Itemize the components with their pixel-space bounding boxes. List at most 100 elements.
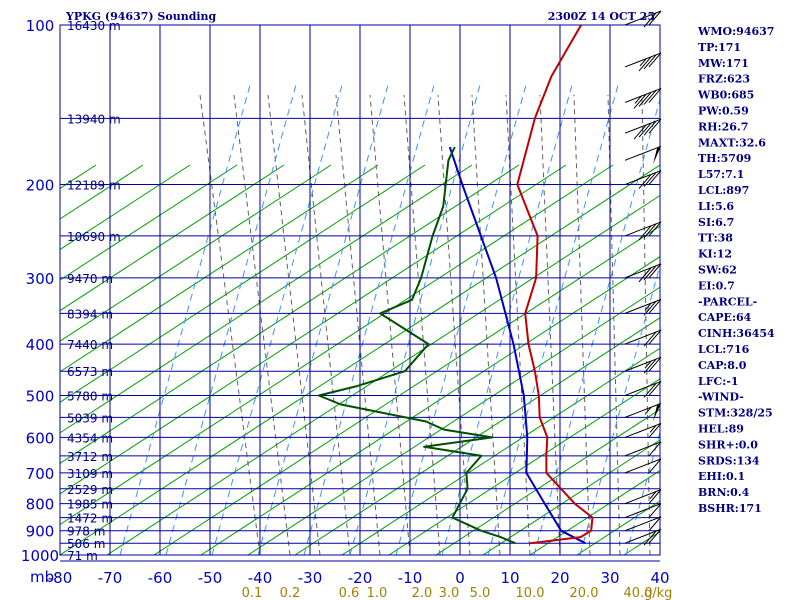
moist-adiabat-line: [471, 94, 501, 555]
index-item: MW:171: [698, 57, 749, 70]
pressure-tick-label: 200: [26, 177, 55, 195]
wind-barb-shaft: [624, 489, 662, 505]
profiles-layer: [317, 25, 594, 545]
index-item: SW:62: [698, 264, 737, 277]
wind-barb-shaft: [624, 298, 662, 314]
wind-barb: [624, 118, 662, 140]
wind-barb-flag: [643, 358, 657, 374]
index-item: CAP:8.0: [698, 359, 747, 372]
temperature-tick-label: -10: [398, 569, 423, 587]
wind-barb-flag: [643, 223, 657, 239]
wind-barb-flag: [643, 383, 657, 398]
temperature-tick-label: -60: [148, 569, 173, 587]
index-item: LFC:-1: [698, 375, 739, 388]
moist-adiabat-line: [335, 94, 381, 555]
wind-barb-flag: [643, 301, 657, 316]
temperature-profile-line: [516, 25, 594, 545]
pressure-tick-label: 300: [26, 270, 55, 288]
height-label: 3109 m: [67, 467, 113, 481]
dry-adiabat-line: [200, 256, 660, 555]
index-item: BSHR:171: [698, 502, 762, 515]
temperature-tick-label: 40: [650, 569, 669, 587]
wind-barb-flag: [643, 54, 657, 70]
index-item: EI:0.7: [698, 279, 735, 292]
pressure-tick-label: 900: [26, 523, 55, 541]
index-item: TP:171: [698, 41, 741, 54]
pressure-tick-label: 400: [26, 336, 55, 354]
height-label: 8394 m: [67, 307, 113, 321]
height-label: 71 m: [67, 549, 98, 563]
index-item: LCL:716: [698, 343, 750, 356]
pressure-tick-label: 600: [26, 429, 55, 447]
dry-adiabat-line: [341, 347, 660, 555]
temperature-tick-label: 0: [455, 569, 465, 587]
index-item: RH:26.7: [698, 120, 748, 133]
index-item: EHI:0.1: [698, 470, 745, 483]
height-label: 7440 m: [67, 338, 113, 352]
wind-barb-shaft: [624, 422, 662, 438]
dry-adiabat-line: [247, 286, 660, 555]
wind-barbs-layer: [624, 10, 662, 546]
wind-barb: [624, 458, 662, 474]
wind-barb-flag: [643, 172, 657, 187]
mixing-ratio-line: [119, 84, 251, 555]
wind-barb-flag: [643, 331, 657, 347]
height-label: 16430 m: [67, 19, 121, 33]
index-item: L57:7.1: [698, 168, 744, 181]
index-item: WMO:94637: [697, 25, 774, 38]
index-item: SI:6.7: [698, 216, 734, 229]
wind-barb-pennant: [653, 146, 661, 165]
wind-barb-flag: [638, 225, 652, 241]
wind-barb-flag: [633, 94, 647, 109]
wind-barb-flag: [638, 56, 652, 72]
temperature-tick-label: -80: [48, 569, 73, 587]
temperature-tick-label: -70: [98, 569, 123, 587]
moist-adiabat-line: [573, 94, 591, 555]
moist-adiabat-line: [607, 94, 621, 555]
wind-barb-flag: [648, 516, 662, 532]
wind-barb: [624, 263, 662, 283]
height-label: 1985 m: [67, 498, 113, 512]
wind-barb-shaft: [624, 402, 662, 418]
dry-adiabat-line: [60, 164, 426, 403]
mixing-ratio-label: 5.0: [470, 586, 491, 600]
wind-barb-flag: [648, 221, 662, 237]
wind-barb: [624, 329, 662, 347]
dry-adiabat-line: [60, 164, 567, 495]
height-label: 10690 m: [67, 230, 121, 244]
wind-barb-flag: [643, 90, 657, 105]
parcel-profile-line: [448, 146, 586, 545]
mixing-ratio-line: [165, 84, 297, 555]
mixing-ratio-label: 20.0: [570, 586, 599, 600]
wind-barb-flag: [648, 263, 662, 279]
wind-barb-flag: [648, 356, 662, 372]
wind-barb: [624, 380, 662, 398]
wind-barb: [624, 298, 662, 316]
index-item: TH:5709: [698, 152, 751, 165]
height-label: 5039 m: [67, 411, 113, 425]
mixing-ratio-line: [487, 84, 619, 555]
wind-barb: [624, 145, 662, 165]
height-label: 5780 m: [67, 389, 113, 403]
background-lines-layer: [0, 84, 800, 555]
dry-adiabat-line: [60, 164, 238, 281]
index-item: -WIND-: [698, 391, 744, 404]
wind-barb-pennant: [653, 403, 661, 422]
pressure-tick-label: 100: [26, 17, 55, 35]
wind-barb-flag: [648, 329, 662, 345]
height-label: 4354 m: [67, 431, 113, 445]
chart-title: YPKG (94637) Sounding: [65, 10, 217, 23]
dry-adiabat-line: [765, 165, 800, 555]
dry-adiabat-line: [153, 225, 660, 555]
wind-barb-flag: [648, 423, 662, 438]
wind-barb-shaft: [624, 118, 662, 134]
moist-adiabat-line: [267, 94, 321, 555]
height-label: 506 m: [67, 537, 105, 551]
dry-adiabat-line: [294, 317, 660, 555]
wind-barb: [624, 441, 662, 457]
plot-frame: [59, 24, 661, 556]
moist-adiabat-line: [199, 94, 261, 555]
dry-adiabat-line: [0, 165, 2, 555]
index-item: PW:0.59: [698, 105, 749, 118]
